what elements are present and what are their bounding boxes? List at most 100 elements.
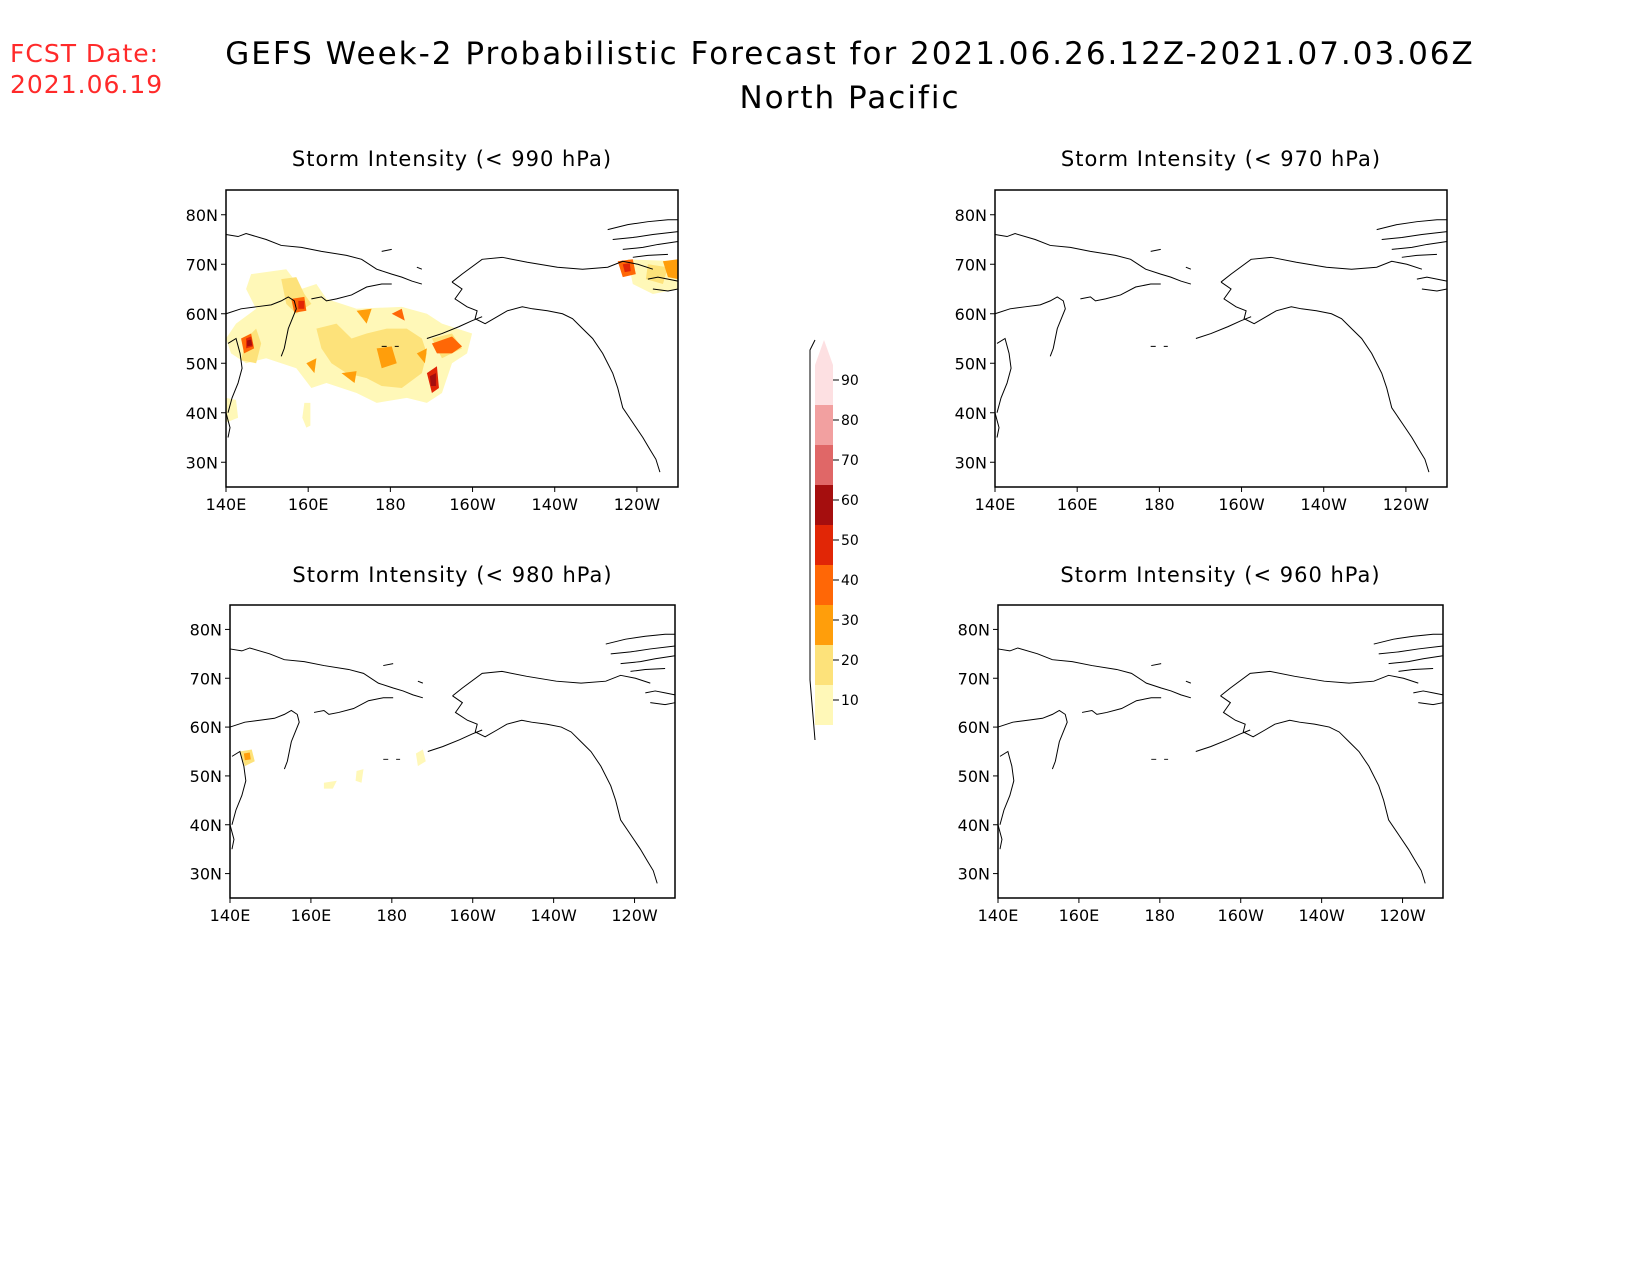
lat-tick-label: 50N [958,767,990,786]
map-panel-p970: Storm Intensity (< 970 hPa) 140E 160E 180 16… [955,147,1448,514]
colorbar-top-arrow [815,340,833,365]
lat-tick-label: 80N [958,620,990,639]
map-panel-p980: Storm Intensity (< 980 hPa) 140E 160E 180 16… [190,563,676,925]
probability-shading [355,769,364,783]
map-frame [997,604,1444,899]
coastline [997,633,1444,884]
lat-tick-label: 80N [955,206,987,225]
colorbar-swatch [815,525,833,565]
lat-tick-label: 70N [190,669,222,688]
lat-tick-label: 60N [190,718,222,737]
lon-tick-label: 120W [1383,495,1430,514]
lon-tick-label: 140W [530,906,577,925]
panel-title: Storm Intensity (< 980 hPa) [292,563,612,587]
lon-tick-label: 160W [449,495,496,514]
probability-shading [306,358,317,374]
lon-tick-label: 140E [210,906,251,925]
probability-shading [431,336,463,354]
lat-tick-label: 40N [190,816,222,835]
lon-tick-label: 160W [450,906,497,925]
probability-shading [391,308,405,321]
probability-shading [323,780,337,789]
lon-tick-label: 180 [1144,495,1175,514]
colorbar-label: 20 [841,653,859,669]
colorbar-label: 50 [841,533,859,549]
probability-shading [429,373,436,387]
lon-tick-label: 160E [288,495,329,514]
probability-shading [662,259,678,280]
lon-tick-label: 140W [532,495,579,514]
colorbar-label: 40 [841,573,859,589]
fcst-date-label: FCST Date: 2021.06.19 [10,38,163,100]
map-frame [225,189,679,488]
lat-tick-label: 80N [186,206,218,225]
map-frame [994,189,1448,488]
colorbar-label: 80 [841,413,859,429]
lat-tick-label: 30N [958,865,990,884]
map-content [997,633,1444,884]
map-content [225,219,679,473]
lon-tick-label: 180 [1145,906,1176,925]
probability-shading [298,300,305,309]
lon-tick-label: 160W [1218,906,1265,925]
colorbar-swatch [815,405,833,445]
map-frame [229,604,676,899]
lon-tick-label: 120W [614,495,661,514]
lon-tick-label: 160E [291,906,332,925]
page-title: GEFS Week-2 Probabilistic Forecast for 2… [200,32,1500,120]
colorbar-label: 90 [841,373,859,389]
map-panel-p990: Storm Intensity (< 990 hPa) 140E 160E 180 16… [186,147,679,514]
colorbar-swatch [815,565,833,605]
coastline [229,633,676,884]
probability-shading [226,397,239,423]
colorbar-label: 30 [841,613,859,629]
lat-tick-label: 30N [190,865,222,884]
lat-tick-label: 50N [955,354,987,373]
coastline [994,219,1448,473]
probability-shading [247,339,253,347]
fcst-date-value: 2021.06.19 [10,70,164,99]
colorbar-label: 70 [841,453,859,469]
lat-tick-label: 60N [958,718,990,737]
lon-tick-label: 180 [377,906,408,925]
lon-tick-label: 120W [1379,906,1426,925]
lat-tick-label: 70N [186,255,218,274]
colorbar-swatch [815,445,833,485]
colorbar-swatch [815,645,833,685]
title-line-1: GEFS Week-2 Probabilistic Forecast for 2… [225,36,1475,72]
lon-tick-label: 180 [375,495,406,514]
lat-tick-label: 70N [958,669,990,688]
map-content [994,219,1448,473]
lat-tick-label: 30N [955,453,987,472]
lon-tick-label: 140W [1301,495,1348,514]
colorbar-swatch [815,605,833,645]
lat-tick-label: 50N [186,354,218,373]
map-panel-p960: Storm Intensity (< 960 hPa) 140E 160E 180 16… [958,563,1444,925]
lat-tick-label: 40N [186,404,218,423]
colorbar-swatch [815,685,833,725]
probability-shading [415,749,426,767]
probability-shading [316,323,427,388]
lat-tick-label: 40N [958,816,990,835]
lat-tick-label: 40N [955,404,987,423]
panel-title: Storm Intensity (< 970 hPa) [1061,147,1381,171]
probability-shading [622,263,631,273]
fcst-date-caption: FCST Date: [10,39,160,68]
panel-title: Storm Intensity (< 990 hPa) [292,147,612,171]
lat-tick-label: 50N [190,767,222,786]
title-line-2: North Pacific [739,80,961,116]
colorbar-label: 60 [841,493,859,509]
probability-shading [356,308,372,324]
lon-tick-label: 140W [1298,906,1345,925]
panel-title: Storm Intensity (< 960 hPa) [1060,563,1380,587]
lat-tick-label: 80N [190,620,222,639]
lon-tick-label: 160E [1057,495,1098,514]
colorbar-swatch [815,485,833,525]
lon-tick-label: 120W [611,906,658,925]
probability-shading [376,346,397,369]
lon-tick-label: 140E [206,495,247,514]
lat-tick-label: 60N [186,305,218,324]
map-content [229,633,676,884]
colorbar-outline [809,339,816,741]
